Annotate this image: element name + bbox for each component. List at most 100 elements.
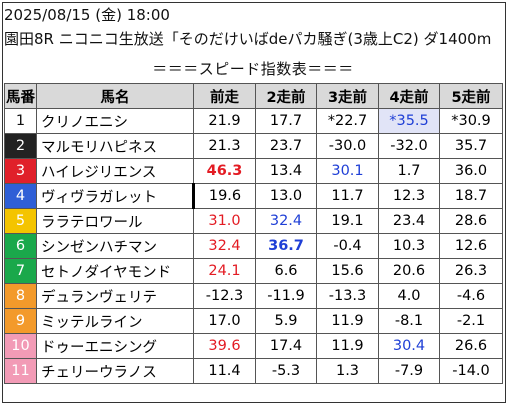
speed-index-cell: 17.7 <box>255 108 317 134</box>
table-row: 9 ミッテルライン 17.0 5.9 11.9 -8.1 -2.1 <box>4 308 503 334</box>
race-datetime: 2025/08/15 (金) 18:00 <box>4 6 170 24</box>
speed-index-cell: 12.6 <box>439 233 503 259</box>
speed-index-cell: 36.7 <box>255 233 317 259</box>
speed-index-cell: 11.4 <box>193 358 256 384</box>
speed-index-cell: 21.9 <box>193 108 256 134</box>
col-header-horse-name: 馬名 <box>36 83 194 109</box>
horse-name: クリノエニシ <box>36 108 194 134</box>
speed-index-cell: 26.6 <box>439 333 503 359</box>
horse-number-badge: 9 <box>4 308 37 334</box>
speed-index-table: 馬番 馬名 前走 2走前 3走前 4走前 5走前 1 クリノエニシ 21.9 17.7… <box>4 83 503 384</box>
speed-index-cell: 32.4 <box>193 233 256 259</box>
horse-name: ハイレジリエンス <box>36 158 194 184</box>
speed-index-cell: 35.7 <box>439 133 503 159</box>
horse-name: デュランヴェリテ <box>36 283 194 309</box>
horse-name: セトノダイヤモンド <box>36 258 194 284</box>
horse-name: チェリーウラノス <box>36 358 194 384</box>
speed-index-cell: 28.6 <box>439 208 503 234</box>
speed-index-cell: -14.0 <box>439 358 503 384</box>
horse-number-badge: 6 <box>4 233 37 259</box>
speed-index-cell: 21.3 <box>193 133 256 159</box>
speed-index-cell: 12.3 <box>378 183 440 209</box>
col-header-3-races-ago: 3走前 <box>316 83 379 109</box>
speed-index-cell: 4.0 <box>378 283 440 309</box>
speed-index-cell: 1.3 <box>316 358 379 384</box>
speed-index-cell: -5.3 <box>255 358 317 384</box>
table-row: 4 ヴィヴラガレット 19.6 13.0 11.7 12.3 18.7 <box>4 183 503 209</box>
speed-index-cell: -32.0 <box>378 133 440 159</box>
speed-index-cell: 39.6 <box>193 333 256 359</box>
speed-index-cell: -11.9 <box>255 283 317 309</box>
table-caption: ＝＝＝スピード指数表＝＝＝ <box>152 60 354 78</box>
horse-number-badge: 5 <box>4 208 37 234</box>
table-frame <box>2 2 506 403</box>
speed-index-cell: 31.0 <box>193 208 256 234</box>
col-header-4-races-ago: 4走前 <box>378 83 440 109</box>
speed-index-cell: 19.1 <box>316 208 379 234</box>
speed-index-cell: 17.0 <box>193 308 256 334</box>
speed-index-cell: -2.1 <box>439 308 503 334</box>
speed-index-cell: -12.3 <box>193 283 256 309</box>
table-row: 7 セトノダイヤモンド 24.1 6.6 15.6 20.6 26.3 <box>4 258 503 284</box>
table-row: 1 クリノエニシ 21.9 17.7 *22.7 *35.5 *30.9 <box>4 108 503 134</box>
horse-number-badge: 3 <box>4 158 37 184</box>
speed-index-cell: 13.4 <box>255 158 317 184</box>
horse-name: ヴィヴラガレット <box>36 183 195 209</box>
speed-index-cell: -30.0 <box>316 133 379 159</box>
horse-number-badge: 7 <box>4 258 37 284</box>
speed-index-cell: 23.4 <box>378 208 440 234</box>
speed-index-cell: 24.1 <box>193 258 256 284</box>
speed-index-cell: 32.4 <box>255 208 317 234</box>
speed-index-cell: 11.9 <box>316 333 379 359</box>
horse-name: ララテロワール <box>36 208 194 234</box>
speed-index-cell: 19.6 <box>193 183 256 209</box>
speed-index-cell: *35.5 <box>378 108 440 134</box>
race-title: 園田8R ニコニコ生放送「そのだけいばdeパカ騒ぎ(3歳上C2) ダ1400m <box>4 30 492 48</box>
speed-index-cell: 10.3 <box>378 233 440 259</box>
horse-number-badge: 2 <box>4 133 37 159</box>
speed-index-cell: 11.9 <box>316 308 379 334</box>
table-row: 11 チェリーウラノス 11.4 -5.3 1.3 -7.9 -14.0 <box>4 358 503 384</box>
table-row: 3 ハイレジリエンス 46.3 13.4 30.1 1.7 36.0 <box>4 158 503 184</box>
speed-index-cell: -13.3 <box>316 283 379 309</box>
speed-index-cell: 1.7 <box>378 158 440 184</box>
speed-index-cell: 5.9 <box>255 308 317 334</box>
table-row: 6 シンゼンハチマン 32.4 36.7 -0.4 10.3 12.6 <box>4 233 503 259</box>
speed-index-cell: *22.7 <box>316 108 379 134</box>
horse-number-badge: 10 <box>4 333 37 359</box>
speed-index-cell: -8.1 <box>378 308 440 334</box>
speed-index-cell: -4.6 <box>439 283 503 309</box>
table-row: 5 ララテロワール 31.0 32.4 19.1 23.4 28.6 <box>4 208 503 234</box>
speed-index-cell: 18.7 <box>439 183 503 209</box>
horse-name: ドゥーエニシング <box>36 333 194 359</box>
horse-name: マルモリハピネス <box>36 133 194 159</box>
speed-index-cell: 46.3 <box>193 158 256 184</box>
col-header-5-races-ago: 5走前 <box>439 83 503 109</box>
horse-number-badge: 11 <box>4 358 37 384</box>
horse-name: シンゼンハチマン <box>36 233 194 259</box>
col-header-number: 馬番 <box>4 83 37 109</box>
speed-index-cell: 13.0 <box>255 183 317 209</box>
speed-index-cell: -0.4 <box>316 233 379 259</box>
speed-index-cell: 11.7 <box>316 183 379 209</box>
horse-number-badge: 4 <box>4 183 37 209</box>
table-row: 8 デュランヴェリテ -12.3 -11.9 -13.3 4.0 -4.6 <box>4 283 503 309</box>
speed-index-cell: *30.9 <box>439 108 503 134</box>
speed-index-cell: 6.6 <box>255 258 317 284</box>
speed-index-cell: 26.3 <box>439 258 503 284</box>
speed-index-cell: 36.0 <box>439 158 503 184</box>
speed-index-cell: 20.6 <box>378 258 440 284</box>
col-header-last-race: 前走 <box>193 83 256 109</box>
horse-name: ミッテルライン <box>36 308 194 334</box>
speed-index-cell: -7.9 <box>378 358 440 384</box>
speed-index-cell: 30.1 <box>316 158 379 184</box>
table-row: 10 ドゥーエニシング 39.6 17.4 11.9 30.4 26.6 <box>4 333 503 359</box>
horse-number-badge: 1 <box>4 108 37 134</box>
horse-number-badge: 8 <box>4 283 37 309</box>
speed-index-cell: 30.4 <box>378 333 440 359</box>
speed-index-cell: 15.6 <box>316 258 379 284</box>
col-header-2-races-ago: 2走前 <box>255 83 317 109</box>
speed-index-cell: 23.7 <box>255 133 317 159</box>
table-header-row: 馬番 馬名 前走 2走前 3走前 4走前 5走前 <box>4 83 503 109</box>
table-row: 2 マルモリハピネス 21.3 23.7 -30.0 -32.0 35.7 <box>4 133 503 159</box>
